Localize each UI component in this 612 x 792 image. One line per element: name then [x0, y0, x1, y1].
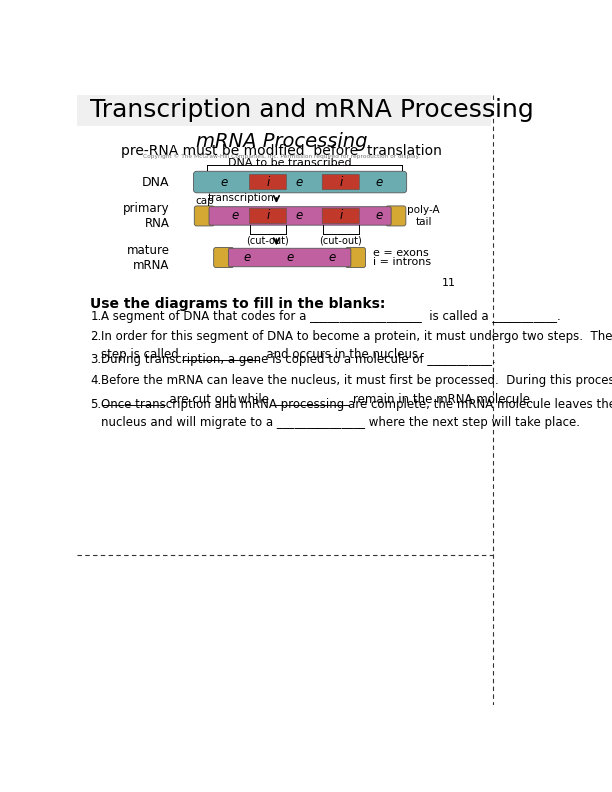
FancyBboxPatch shape — [194, 206, 214, 226]
Text: e: e — [220, 176, 228, 188]
Text: Before the mRNA can leave the nucleus, it must first be processed.  During this : Before the mRNA can leave the nucleus, i… — [102, 374, 612, 405]
Text: i = introns: i = introns — [373, 257, 431, 267]
Text: e: e — [232, 209, 239, 223]
Text: i: i — [339, 176, 342, 188]
Text: DNA: DNA — [142, 176, 170, 188]
Text: Use the diagrams to fill in the blanks:: Use the diagrams to fill in the blanks: — [91, 297, 386, 310]
FancyBboxPatch shape — [322, 208, 359, 223]
Text: DNA to be transcribed: DNA to be transcribed — [228, 158, 351, 168]
Text: (cut-out): (cut-out) — [319, 235, 362, 246]
Text: poly-A
tail: poly-A tail — [408, 205, 440, 227]
Text: transcription: transcription — [207, 193, 274, 204]
Text: mRNA Processing: mRNA Processing — [196, 132, 368, 151]
Text: 5.: 5. — [91, 398, 102, 411]
FancyBboxPatch shape — [228, 248, 351, 267]
FancyBboxPatch shape — [76, 95, 491, 126]
Text: In order for this segment of DNA to become a protein, it must undergo two steps.: In order for this segment of DNA to beco… — [102, 330, 612, 361]
Text: 2.: 2. — [91, 330, 102, 343]
Text: mature
mRNA: mature mRNA — [127, 243, 170, 272]
Text: Transcription and mRNA Processing: Transcription and mRNA Processing — [91, 97, 534, 122]
Text: e: e — [296, 209, 302, 223]
FancyBboxPatch shape — [193, 171, 406, 192]
Text: e = exons: e = exons — [373, 248, 428, 258]
FancyBboxPatch shape — [386, 206, 406, 226]
Text: e: e — [375, 176, 382, 188]
FancyBboxPatch shape — [209, 207, 391, 225]
FancyBboxPatch shape — [249, 208, 286, 223]
Text: 3.: 3. — [91, 353, 102, 366]
Text: During transcription, a gene is copied to a molecule of ___________.: During transcription, a gene is copied t… — [102, 353, 496, 366]
Text: 4.: 4. — [91, 374, 102, 386]
Text: A segment of DNA that codes for a ___________________  is called a ___________.: A segment of DNA that codes for a ______… — [102, 310, 561, 323]
FancyBboxPatch shape — [249, 174, 286, 190]
Text: e: e — [296, 176, 302, 188]
FancyBboxPatch shape — [345, 247, 365, 268]
Text: i: i — [266, 176, 269, 188]
Text: e: e — [244, 251, 251, 264]
Text: Copyright © The McGraw-Hill Companies, Inc. Permission required for reproduction: Copyright © The McGraw-Hill Companies, I… — [143, 154, 420, 159]
Text: i: i — [339, 209, 342, 223]
Text: pre-RNA must be modified  before  translation: pre-RNA must be modified before translat… — [121, 143, 442, 158]
Text: primary
RNA: primary RNA — [123, 202, 170, 230]
Text: i: i — [266, 209, 269, 223]
Text: Once transcription and mRNA processing are complete, the mRNA molecule leaves th: Once transcription and mRNA processing a… — [102, 398, 612, 429]
Text: e: e — [286, 251, 293, 264]
Text: e: e — [375, 209, 382, 223]
FancyBboxPatch shape — [322, 174, 359, 190]
FancyBboxPatch shape — [214, 247, 234, 268]
Text: 1.: 1. — [91, 310, 102, 323]
Text: 11: 11 — [442, 277, 457, 287]
Text: cap: cap — [195, 196, 214, 206]
Text: (cut-out): (cut-out) — [247, 235, 289, 246]
Text: e: e — [329, 251, 336, 264]
